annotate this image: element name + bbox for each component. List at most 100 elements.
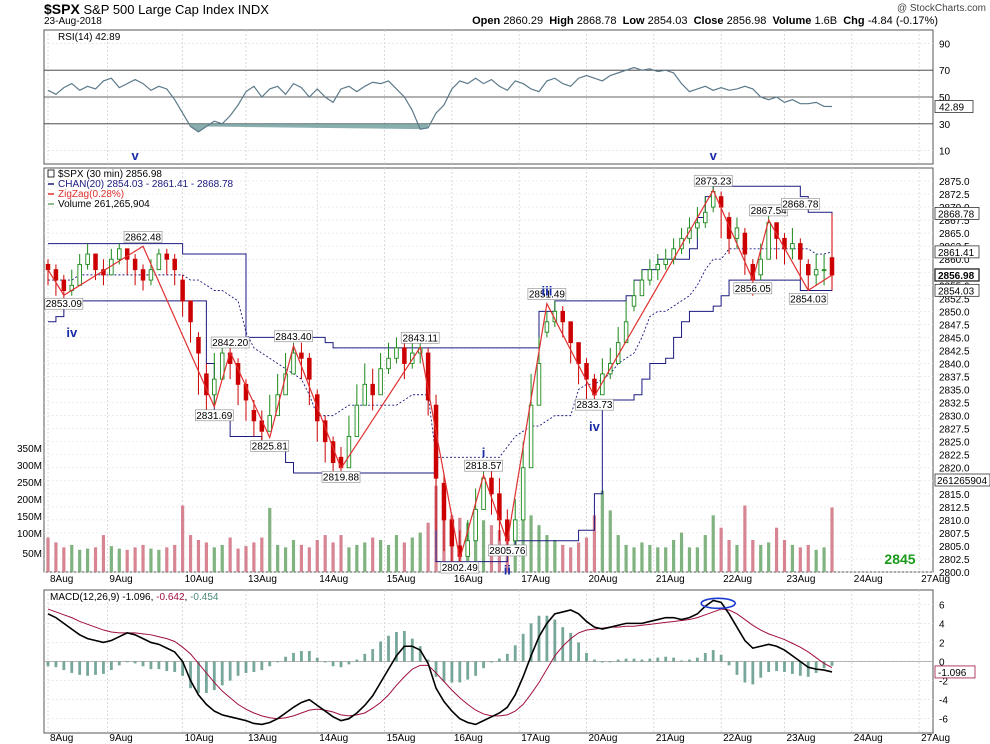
macd-histogram-bar: [54, 661, 58, 668]
candle-body: [520, 467, 526, 521]
price-y-tick: 2837.5: [939, 373, 970, 384]
rsi-oversold-shade: [190, 123, 429, 132]
candle-body: [243, 383, 249, 401]
macd-histogram-bar: [339, 661, 343, 668]
volume-bar: [640, 542, 644, 572]
candle-body: [568, 321, 573, 344]
macd-histogram-bar: [62, 661, 66, 671]
volume-bar: [711, 515, 715, 572]
macd-y-tick: 4: [939, 619, 945, 630]
rsi-legend: RSI(14) 42.89: [58, 32, 121, 43]
volume-bar: [70, 544, 74, 572]
pivot-label-box: [195, 409, 234, 422]
macd-histogram-bar: [276, 661, 280, 663]
wave-label: iv: [66, 325, 78, 340]
candle-body: [53, 269, 59, 281]
x-tick-label: 16Aug: [454, 574, 483, 585]
volume-bar: [149, 548, 153, 572]
candle-body: [156, 253, 162, 271]
pivot-label-box: [781, 198, 820, 210]
x-tick-label: 22Aug: [723, 574, 752, 585]
candle-body: [481, 477, 486, 510]
pivot-label: 2851.49: [529, 290, 566, 301]
volume-bar: [537, 525, 541, 572]
candle: [156, 248, 162, 271]
macd-histogram-bar: [410, 638, 414, 662]
macd-histogram-bar: [149, 661, 153, 670]
macd-x-tick-label: 14Aug: [319, 733, 348, 744]
macd-histogram-bar: [822, 661, 826, 669]
macd-histogram-bar: [521, 633, 525, 662]
macd-histogram-bar: [323, 661, 327, 663]
volume-bar: [371, 537, 375, 572]
candle: [425, 347, 431, 416]
candle: [647, 259, 653, 286]
volume-bar: [735, 544, 739, 572]
macd-y-tick: 6: [939, 600, 945, 611]
rsi-y-tick: 10: [939, 147, 951, 158]
volume-bar: [347, 547, 351, 572]
candle-body: [378, 368, 383, 396]
x-tick-label: 27Aug: [921, 574, 950, 585]
candle-body: [758, 258, 763, 276]
rsi-y-tick: 90: [939, 39, 951, 50]
macd-histogram-bar: [260, 661, 264, 671]
volume-bar: [703, 535, 707, 572]
volume-bar: [339, 535, 343, 572]
price-tag: 2854.03: [938, 286, 975, 297]
candle-body: [592, 378, 597, 396]
pivot-label: 2854.03: [790, 294, 827, 305]
candle: [196, 332, 201, 395]
macd-x-tick-label: 21Aug: [656, 733, 685, 744]
price-y-tick: 2847.5: [939, 320, 970, 331]
candle-body: [441, 482, 447, 521]
price-tag: 2861.41: [938, 248, 975, 259]
price-y-tick: 2872.5: [939, 190, 970, 201]
macd-x-tick-label: 10Aug: [185, 733, 214, 744]
candle: [631, 280, 637, 312]
volume-bar: [315, 539, 319, 572]
candle-body: [140, 269, 146, 281]
volume-y-tick: 150M: [17, 512, 42, 523]
macd-histogram-bar: [315, 657, 319, 662]
candle-body: [93, 253, 98, 271]
candle: [251, 399, 257, 437]
candle-body: [299, 352, 304, 359]
macd-histogram-bar: [426, 659, 430, 662]
volume-bar: [767, 542, 771, 572]
volume-bar: [679, 532, 684, 572]
price-y-tick: 2835.0: [939, 386, 970, 397]
pivot-label: 2805.76: [489, 546, 526, 557]
macd-histogram-bar: [577, 642, 580, 662]
macd-histogram-bar: [791, 661, 794, 674]
candle-body: [425, 352, 431, 401]
candle-body: [196, 336, 201, 354]
price-legend: $SPX (30 min) 2856.98: [58, 169, 162, 180]
macd-x-tick-label: 8Aug: [50, 733, 73, 744]
candle-body: [821, 269, 827, 272]
pivot-label: 2853.09: [46, 299, 83, 310]
candle: [299, 342, 304, 380]
candle-body: [473, 508, 478, 542]
volume-tag-box: [934, 473, 990, 487]
candle-body: [742, 232, 748, 255]
pivot-label: 2833.73: [576, 400, 613, 411]
candle: [742, 227, 748, 275]
volume-bar: [133, 547, 137, 572]
candle: [212, 353, 217, 406]
macd-histogram-bar: [86, 661, 89, 676]
macd-histogram-bar: [125, 661, 129, 663]
candle: [267, 394, 272, 432]
volume-bar: [616, 535, 620, 572]
candle-body: [544, 321, 550, 333]
volume-bar: [252, 542, 256, 572]
candle: [394, 337, 399, 364]
price-y-tick: 2815.0: [939, 490, 970, 501]
candle-body: [354, 404, 360, 437]
candle-body: [576, 342, 581, 364]
macd-histogram-bar: [474, 661, 478, 676]
candle-body: [560, 310, 565, 323]
zigzag-legend: ZigZag(0.28%): [58, 189, 124, 200]
macd-histogram-bar: [632, 658, 636, 662]
wave-label: iv: [589, 419, 601, 434]
